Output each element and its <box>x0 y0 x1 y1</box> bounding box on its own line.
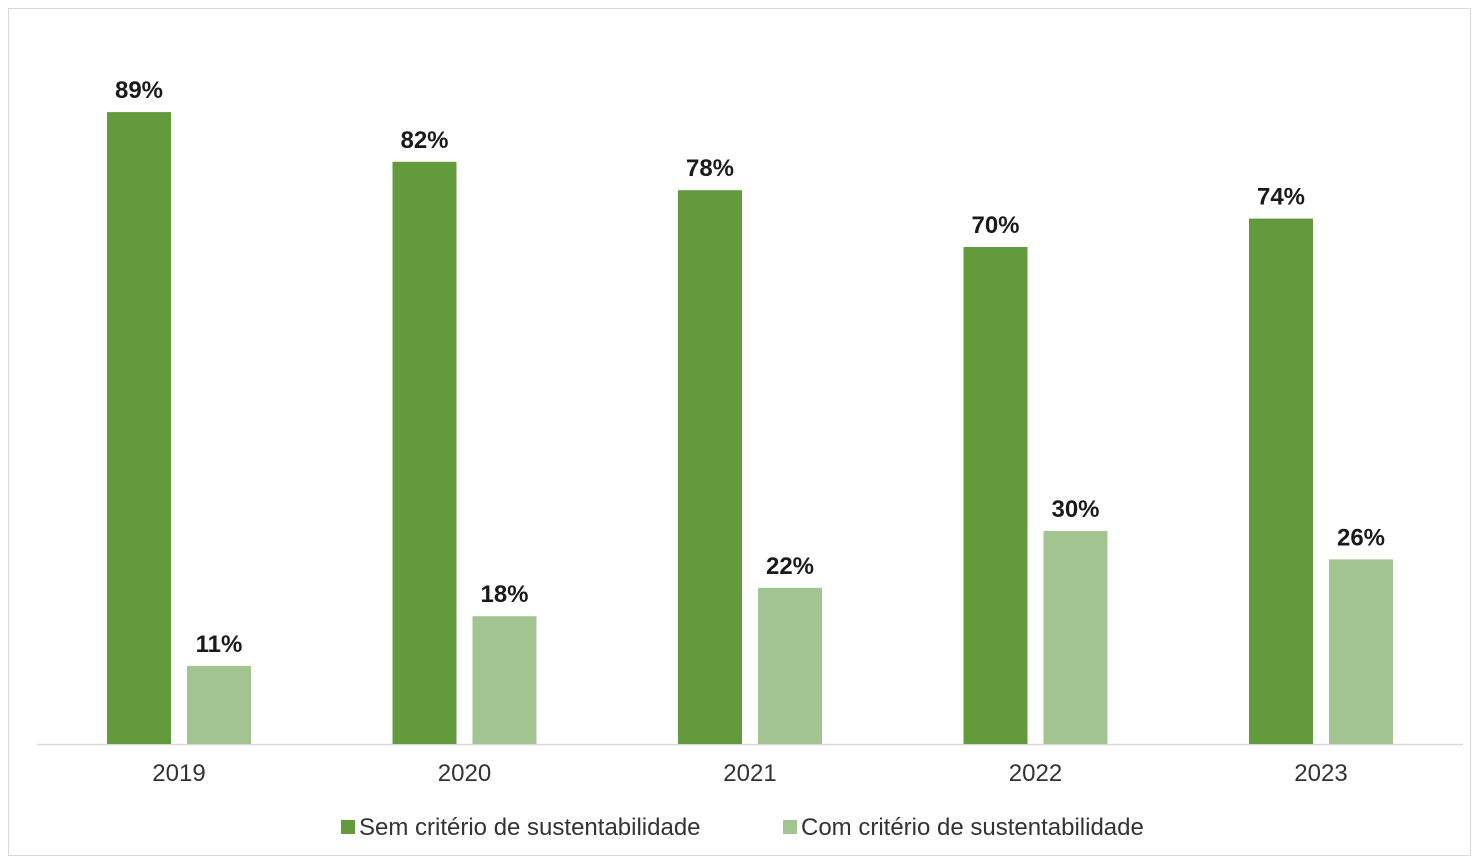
data-label-2022-series-2: 30% <box>1051 496 1099 523</box>
bar-2023-series-1 <box>1249 218 1313 745</box>
data-label-2023-series-1: 74% <box>1257 184 1305 211</box>
data-label-2020-series-1: 82% <box>400 127 448 154</box>
bar-2021-series-1 <box>678 190 742 744</box>
data-label-2019-series-2: 11% <box>196 631 243 658</box>
x-tick-label-2019: 2019 <box>152 760 205 787</box>
bar-2022-series-2 <box>1043 531 1108 744</box>
data-label-2022-series-1: 70% <box>971 212 1019 239</box>
bar-2020-series-2 <box>472 616 537 744</box>
bar-2019-series-1 <box>107 112 171 745</box>
legend-label-series-1: Sem critério de sustentabilidade <box>359 814 701 841</box>
x-tick-label-2020: 2020 <box>438 760 491 787</box>
legend-label-series-2: Com critério de sustentabilidade <box>801 814 1144 841</box>
bar-2022-series-1 <box>963 247 1028 744</box>
x-tick-labels: 2019 2020 2021 2022 2023 <box>152 760 1347 787</box>
data-label-2019-series-1: 89% <box>115 77 163 104</box>
value-labels-group: 89% 11% 82% 18% 78% 22% 70% 30% 74% 26% <box>115 77 1385 658</box>
bar-2019-series-2 <box>187 665 251 744</box>
data-label-2020-series-2: 18% <box>480 581 528 608</box>
legend-swatch-series-1 <box>341 820 355 834</box>
bar-2020-series-1 <box>392 161 457 745</box>
bars-group <box>107 112 1393 745</box>
x-tick-label-2021: 2021 <box>723 760 776 787</box>
bar-2021-series-2 <box>758 587 822 744</box>
x-tick-label-2022: 2022 <box>1009 760 1062 787</box>
bar-2023-series-2 <box>1329 559 1393 744</box>
legend: Sem critério de sustentabilidade Com crit… <box>341 814 1144 841</box>
data-label-2021-series-1: 78% <box>686 155 734 182</box>
x-tick-label-2023: 2023 <box>1294 760 1347 787</box>
data-label-2023-series-2: 26% <box>1337 524 1385 551</box>
data-label-2021-series-2: 22% <box>766 553 814 580</box>
legend-swatch-series-2 <box>783 820 797 834</box>
